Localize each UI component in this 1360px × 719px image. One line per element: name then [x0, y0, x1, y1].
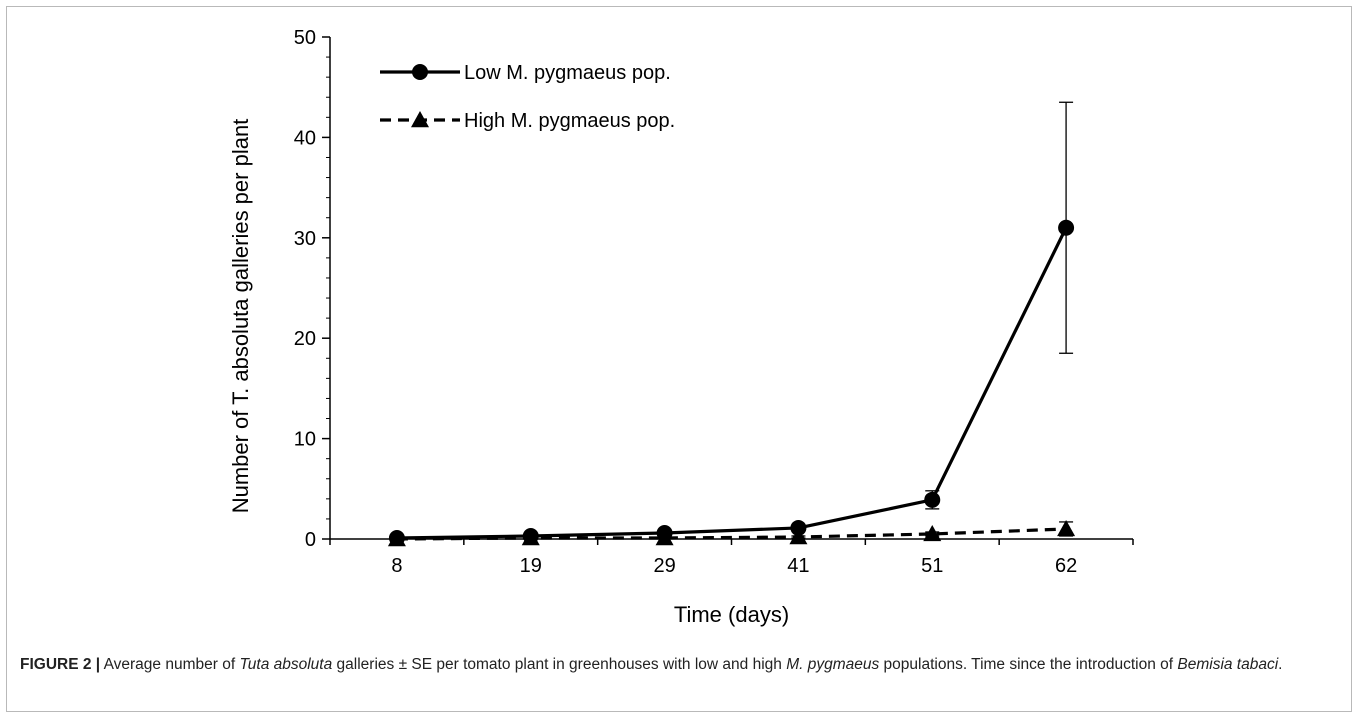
x-tick-label: 29: [653, 555, 675, 577]
y-axis-title: Number of T. absoluta galleries per plan…: [228, 119, 253, 514]
x-tick-label: 19: [520, 555, 542, 577]
y-tick-label: 30: [294, 228, 316, 250]
legend-label: High M. pygmaeus pop.: [464, 110, 675, 132]
circle-marker: [790, 519, 807, 536]
circle-marker: [388, 529, 405, 546]
y-tick-label: 20: [294, 328, 316, 350]
legend-label: Low M. pygmaeus pop.: [464, 62, 671, 84]
chart: 0 10 20 30 40 50 8 19 29 41 51 62 Low M. pygmaeus …: [228, 27, 1134, 627]
series-line: [396, 527, 1067, 541]
triangle-marker: [1057, 519, 1076, 537]
figure-caption: FIGURE 2 | Average number of Tuta absolu…: [20, 652, 1330, 678]
caption-label: FIGURE 2 |: [20, 656, 101, 673]
x-tick-label: 8: [391, 555, 402, 577]
x-tick-label: 41: [787, 555, 809, 577]
x-tick-label: 62: [1055, 555, 1077, 577]
caption-text-4: .: [1278, 656, 1283, 673]
series-line: [396, 227, 1068, 540]
caption-text-2: galleries ± SE per tomato plant in green…: [332, 656, 787, 673]
legend: Low M. pygmaeus pop. High M. pygmaeus pop…: [380, 62, 675, 132]
caption-species-3: Bemisia tabaci: [1177, 656, 1279, 673]
x-axis-title: Time (days): [674, 602, 789, 627]
figure-frame: [6, 6, 1352, 712]
series-layer: [387, 101, 1076, 547]
x-tick-label: 51: [921, 555, 943, 577]
circle-marker: [1058, 219, 1075, 236]
y-tick-label: 40: [294, 127, 316, 149]
caption-species-2: M. pygmaeus: [786, 656, 880, 673]
caption-species-1: Tuta absoluta: [239, 656, 333, 673]
y-axis: 0 10 20 30 40 50: [294, 27, 331, 551]
triangle-marker: [411, 111, 429, 128]
circle-marker: [656, 524, 673, 541]
circle-marker: [924, 491, 941, 508]
caption-text-3: populations. Time since the introduction…: [879, 656, 1178, 673]
series-low: [388, 101, 1075, 546]
x-axis: 8 19 29 41 51 62: [329, 538, 1134, 577]
triangle-marker: [789, 527, 808, 545]
circle-marker: [522, 527, 539, 544]
triangle-marker: [923, 524, 942, 542]
y-tick-label: 10: [294, 429, 316, 451]
circle-marker: [412, 64, 428, 80]
y-tick-label: 50: [294, 27, 316, 49]
caption-text-1: Average number of: [100, 656, 240, 673]
y-tick-label: 0: [305, 529, 316, 551]
